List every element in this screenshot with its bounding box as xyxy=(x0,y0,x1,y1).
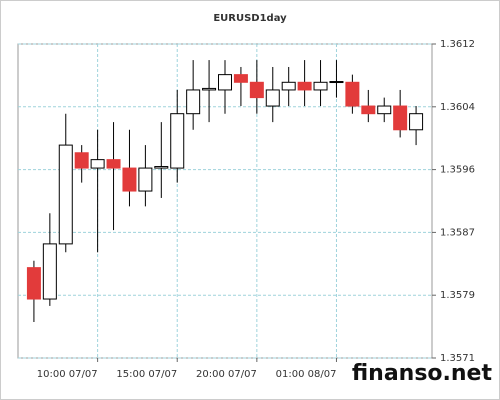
candle-body xyxy=(42,243,57,300)
y-tick-label: 1.3571 xyxy=(440,353,475,364)
x-tick-label: 15:00 07/07 xyxy=(116,369,177,380)
y-tick-label: 1.3579 xyxy=(440,290,475,301)
candle-body xyxy=(345,81,360,107)
y-tick-label: 1.3596 xyxy=(440,165,475,176)
candle-body xyxy=(138,167,153,192)
candle-body xyxy=(265,89,280,107)
candle-body xyxy=(361,105,376,115)
x-tick-label: 20:00 07/07 xyxy=(196,369,257,380)
candle-body xyxy=(249,81,264,99)
candle-body xyxy=(170,113,185,169)
candle-body xyxy=(313,81,328,91)
candle-body xyxy=(154,166,169,169)
candle-body xyxy=(409,113,424,131)
candle-body xyxy=(122,167,137,192)
watermark: finanso.net xyxy=(352,361,493,386)
candle-body xyxy=(377,105,392,115)
candle-body xyxy=(218,74,232,91)
y-tick-label: 1.3604 xyxy=(440,102,475,113)
x-tick-label: 01:00 08/07 xyxy=(276,369,337,380)
candle-body xyxy=(329,81,344,84)
candle-body xyxy=(202,87,217,91)
candle-body xyxy=(26,267,41,300)
candle-body xyxy=(186,89,201,115)
candle-body xyxy=(281,81,296,91)
candle-body xyxy=(297,81,312,91)
candle-body xyxy=(233,74,248,83)
y-tick-label: 1.3612 xyxy=(440,39,475,50)
candle-body xyxy=(393,105,408,131)
y-tick-label: 1.3587 xyxy=(440,227,475,238)
candle-body xyxy=(106,159,121,169)
candle-body xyxy=(74,152,89,169)
candle-body xyxy=(58,144,73,245)
x-tick-label: 10:00 07/07 xyxy=(37,369,98,380)
chart-title: EURUSD1day xyxy=(213,13,287,24)
candle-body xyxy=(90,159,105,169)
